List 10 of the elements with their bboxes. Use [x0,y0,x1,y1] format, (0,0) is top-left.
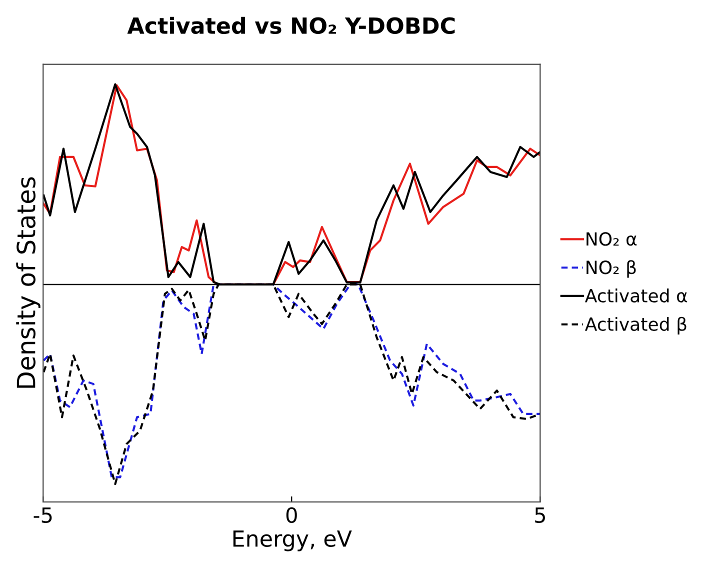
x-tick-label: 5 [535,507,545,523]
x-tick-label: 0 [286,507,297,523]
chart-title: Activated vs NO₂ Y-DOBDC [127,16,455,34]
legend-label: Activated β [584,316,686,334]
legend-label: Activated α [584,288,688,303]
x-axis-title: Energy, eV [233,530,352,552]
x-tick-label: -5 [34,507,52,523]
y-axis-title: Density of States [16,177,40,388]
legend-label: NO₂ α [586,232,637,246]
legend-label: NO₂ β [586,260,636,278]
